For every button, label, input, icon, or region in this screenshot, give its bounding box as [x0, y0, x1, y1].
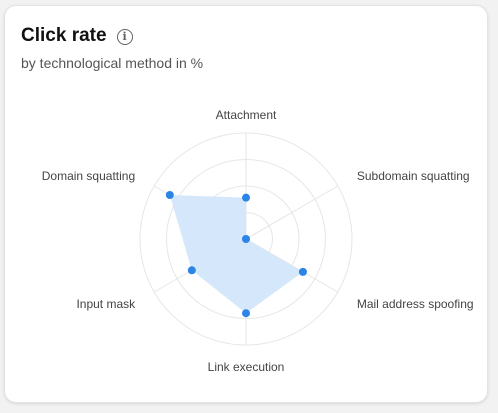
- axis-label-attachment: Attachment: [216, 108, 277, 122]
- card-title: Click rate: [21, 25, 107, 46]
- card-header: Click rate i: [21, 25, 133, 47]
- series-area: [169, 195, 303, 314]
- data-point-mail-address-spoofing[interactable]: [298, 267, 307, 276]
- info-icon[interactable]: i: [116, 28, 133, 45]
- radar-points: [165, 191, 307, 318]
- axis-label-link-execution: Link execution: [208, 360, 285, 374]
- axis-label-mail-address-spoofing: Mail address spoofing: [357, 297, 474, 311]
- data-point-subdomain-squatting[interactable]: [242, 235, 250, 243]
- card-subtitle: by technological method in %: [21, 55, 204, 71]
- data-point-domain-squatting[interactable]: [165, 191, 174, 200]
- radar-area: [169, 195, 303, 314]
- axis-label-subdomain-squatting: Subdomain squatting: [357, 169, 470, 183]
- grid-spoke: [245, 185, 339, 240]
- data-point-link-execution[interactable]: [242, 309, 250, 318]
- radar-axis-labels: Attachment Subdomain squatting Mail addres…: [42, 108, 474, 374]
- data-point-input-mask[interactable]: [187, 266, 196, 275]
- axis-label-domain-squatting: Domain squatting: [42, 169, 135, 183]
- data-point-attachment[interactable]: [242, 193, 250, 202]
- axis-label-input-mask: Input mask: [76, 297, 136, 311]
